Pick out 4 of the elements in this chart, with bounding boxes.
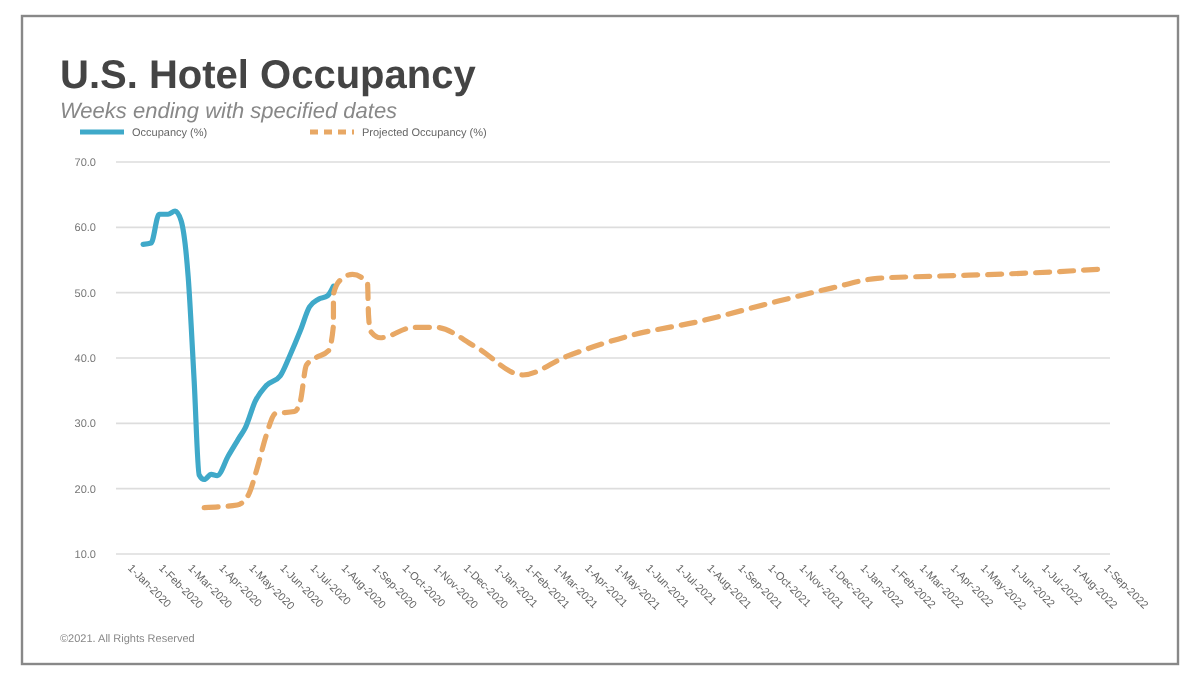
line-series: [140, 208, 337, 483]
chart-subtitle: Weeks ending with specified dates: [60, 100, 399, 124]
chart-title: U.S. Hotel Occupancy: [60, 54, 478, 98]
line-series: [201, 266, 1105, 511]
